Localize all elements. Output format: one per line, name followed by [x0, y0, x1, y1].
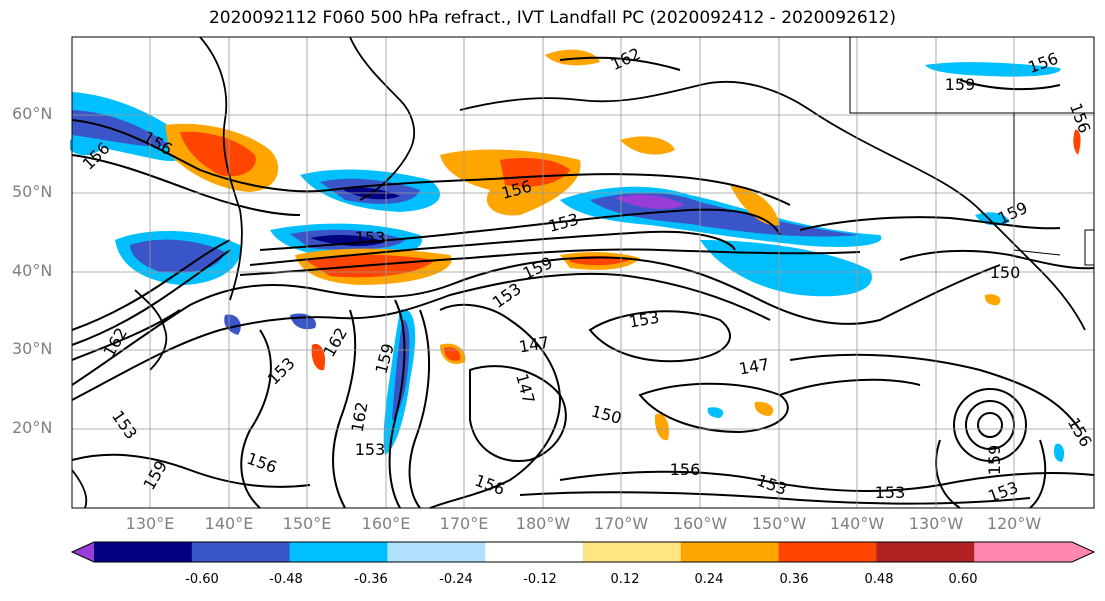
lon-label-150e: 150°E [282, 514, 332, 533]
colorbar-segment [680, 542, 780, 562]
colorbar-segment [485, 542, 584, 562]
colorbar-segment [289, 542, 388, 562]
colorbar-segment [94, 542, 193, 562]
lon-label-180w: 180°W [515, 514, 571, 533]
contour-label: 153 [355, 228, 386, 247]
lon-label-160w: 160°W [672, 514, 728, 533]
contour-label: 156 [670, 460, 701, 479]
colorbar-segment [583, 542, 682, 562]
lon-label-130w: 130°W [908, 514, 964, 533]
colorbar-outline [70, 541, 1096, 563]
map-title: 2020092112 F060 500 hPa refract., IVT La… [208, 8, 896, 28]
contour-label: 159 [985, 445, 1004, 476]
anomaly-shading [70, 49, 1081, 462]
lon-label-120w: 120°W [986, 514, 1042, 533]
colorbar-max-arrow [1072, 542, 1094, 562]
colorbar-tick: 0.60 [948, 572, 978, 587]
coastlines [71, 36, 1086, 509]
colorbar-tick: -0.24 [439, 572, 473, 587]
lat-label-60n: 60°N [12, 104, 53, 123]
lon-label-140e: 140°E [204, 514, 254, 533]
lat-label-50n: 50°N [12, 182, 53, 201]
contour-label: 159 [945, 75, 976, 94]
colorbar-tick: 0.12 [610, 572, 640, 587]
map-frame [71, 36, 1095, 509]
colorbar-tick: -0.36 [354, 572, 388, 587]
colorbar [70, 541, 1096, 563]
colorbar-tick: 0.48 [864, 572, 894, 587]
colorbar-tick: 0.36 [779, 572, 809, 587]
colorbar-segment [191, 542, 291, 562]
lat-label-30n: 30°N [12, 339, 53, 358]
colorbar-tick: -0.60 [185, 572, 219, 587]
lon-label-150w: 150°W [751, 514, 807, 533]
contour-label: 153 [875, 483, 906, 502]
colorbar-min-arrow [72, 542, 94, 562]
lon-label-170w: 170°W [593, 514, 649, 533]
colorbar-tick: 0.24 [694, 572, 724, 587]
colorbar-segment [974, 542, 1073, 562]
contour-lines [71, 56, 1095, 509]
lon-label-160e: 160°E [361, 514, 411, 533]
lon-label-130e: 130°E [125, 514, 175, 533]
lat-label-20n: 20°N [12, 418, 53, 437]
contour-label: 153 [355, 440, 386, 459]
colorbar-segment [387, 542, 486, 562]
colorbar-tick: -0.48 [269, 572, 303, 587]
colorbar-tick: -0.12 [523, 572, 557, 587]
contour-label: 150 [990, 263, 1021, 282]
colorbar-segment [876, 542, 975, 562]
colorbar-segment [778, 542, 877, 562]
lon-label-140w: 140°W [829, 514, 885, 533]
lat-label-40n: 40°N [12, 261, 53, 280]
lon-label-170e: 170°E [439, 514, 489, 533]
